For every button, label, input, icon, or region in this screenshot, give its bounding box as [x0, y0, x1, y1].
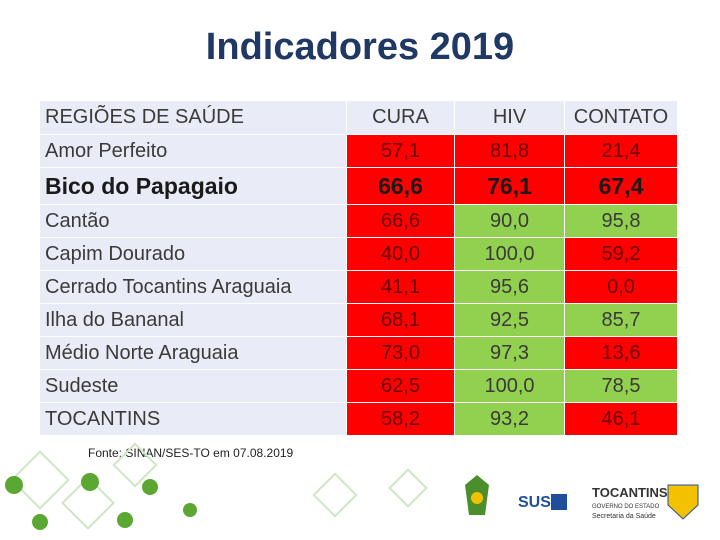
decor-icons	[10, 442, 428, 530]
logo-crest	[667, 484, 699, 520]
table-row: Sudeste 62,5 100,0 78,5	[40, 370, 678, 403]
value-cell: 66,6	[347, 168, 455, 204]
header-cell: CURA	[347, 101, 455, 134]
value-cell: 40,0	[347, 238, 455, 270]
region-cell: Médio Norte Araguaia	[40, 337, 347, 369]
region-cell: Amor Perfeito	[40, 135, 347, 167]
value-cell: 58,2	[347, 403, 455, 435]
value-cell: 81,8	[455, 135, 565, 167]
region-cell: Sudeste	[40, 370, 347, 402]
value-cell: 59,2	[565, 238, 678, 270]
value-cell: 78,5	[565, 370, 678, 402]
value-cell: 21,4	[565, 135, 678, 167]
table-row: Cerrado Tocantins Araguaia 41,1 95,6 0,0	[40, 271, 678, 304]
decor-shapes	[5, 473, 197, 530]
value-cell: 0,0	[565, 271, 678, 303]
value-cell: 76,1	[455, 168, 565, 204]
table: REGIÕES DE SAÚDE CURA HIV CONTATO Amor Perfe…	[40, 101, 678, 436]
logo-sus-cross	[551, 494, 567, 510]
value-cell: 57,1	[347, 135, 455, 167]
value-cell: 93,2	[455, 403, 565, 435]
value-cell: 100,0	[455, 238, 565, 270]
logo-state: TOCANTINS	[592, 485, 668, 500]
footer-decoration: SUS TOCANTINS GOVERNO DO ESTADO Secretar…	[5, 442, 699, 530]
table-row: TOCANTINS 58,2 93,2 46,1	[40, 403, 678, 436]
table-row: Cantão 66,6 90,0 95,8	[40, 205, 678, 238]
region-cell: Cantão	[40, 205, 347, 237]
value-cell: 46,1	[565, 403, 678, 435]
value-cell: 95,8	[565, 205, 678, 237]
value-cell: 62,5	[347, 370, 455, 402]
table-row: Bico do Papagaio 66,6 76,1 67,4	[40, 168, 678, 205]
header-cell: REGIÕES DE SAÚDE	[40, 101, 347, 134]
table-row: Ilha do Bananal 68,1 92,5 85,7	[40, 304, 678, 337]
value-cell: 66,6	[347, 205, 455, 237]
value-cell: 92,5	[455, 304, 565, 336]
value-cell: 100,0	[455, 370, 565, 402]
logo-emblem	[465, 475, 489, 515]
value-cell: 90,0	[455, 205, 565, 237]
value-cell: 13,6	[565, 337, 678, 369]
logo-government: GOVERNO DO ESTADO	[592, 504, 660, 510]
header-row: REGIÕES DE SAÚDE CURA HIV CONTATO	[40, 101, 678, 135]
region-cell: Capim Dourado	[40, 238, 347, 270]
value-cell: 73,0	[347, 337, 455, 369]
logo-department: Secretaria da Saúde	[592, 513, 656, 520]
table-row: Capim Dourado 40,0 100,0 59,2	[40, 238, 678, 271]
region-cell: TOCANTINS	[40, 403, 347, 435]
value-cell: 97,3	[455, 337, 565, 369]
value-cell: 85,7	[565, 304, 678, 336]
header-cell: HIV	[455, 101, 565, 134]
region-cell: Ilha do Bananal	[40, 304, 347, 336]
table-row: Amor Perfeito 57,1 81,8 21,4	[40, 135, 678, 168]
logo-sus: SUS	[518, 494, 551, 511]
region-cell: Bico do Papagaio	[40, 168, 347, 204]
value-cell: 67,4	[565, 168, 678, 204]
value-cell: 95,6	[455, 271, 565, 303]
slide-title: Indicadores 2019	[205, 26, 515, 68]
value-cell: 68,1	[347, 304, 455, 336]
region-cell: Cerrado Tocantins Araguaia	[40, 271, 347, 303]
value-cell: 41,1	[347, 271, 455, 303]
table-row: Médio Norte Araguaia 73,0 97,3 13,6	[40, 337, 678, 370]
header-cell: CONTATO	[565, 101, 678, 134]
